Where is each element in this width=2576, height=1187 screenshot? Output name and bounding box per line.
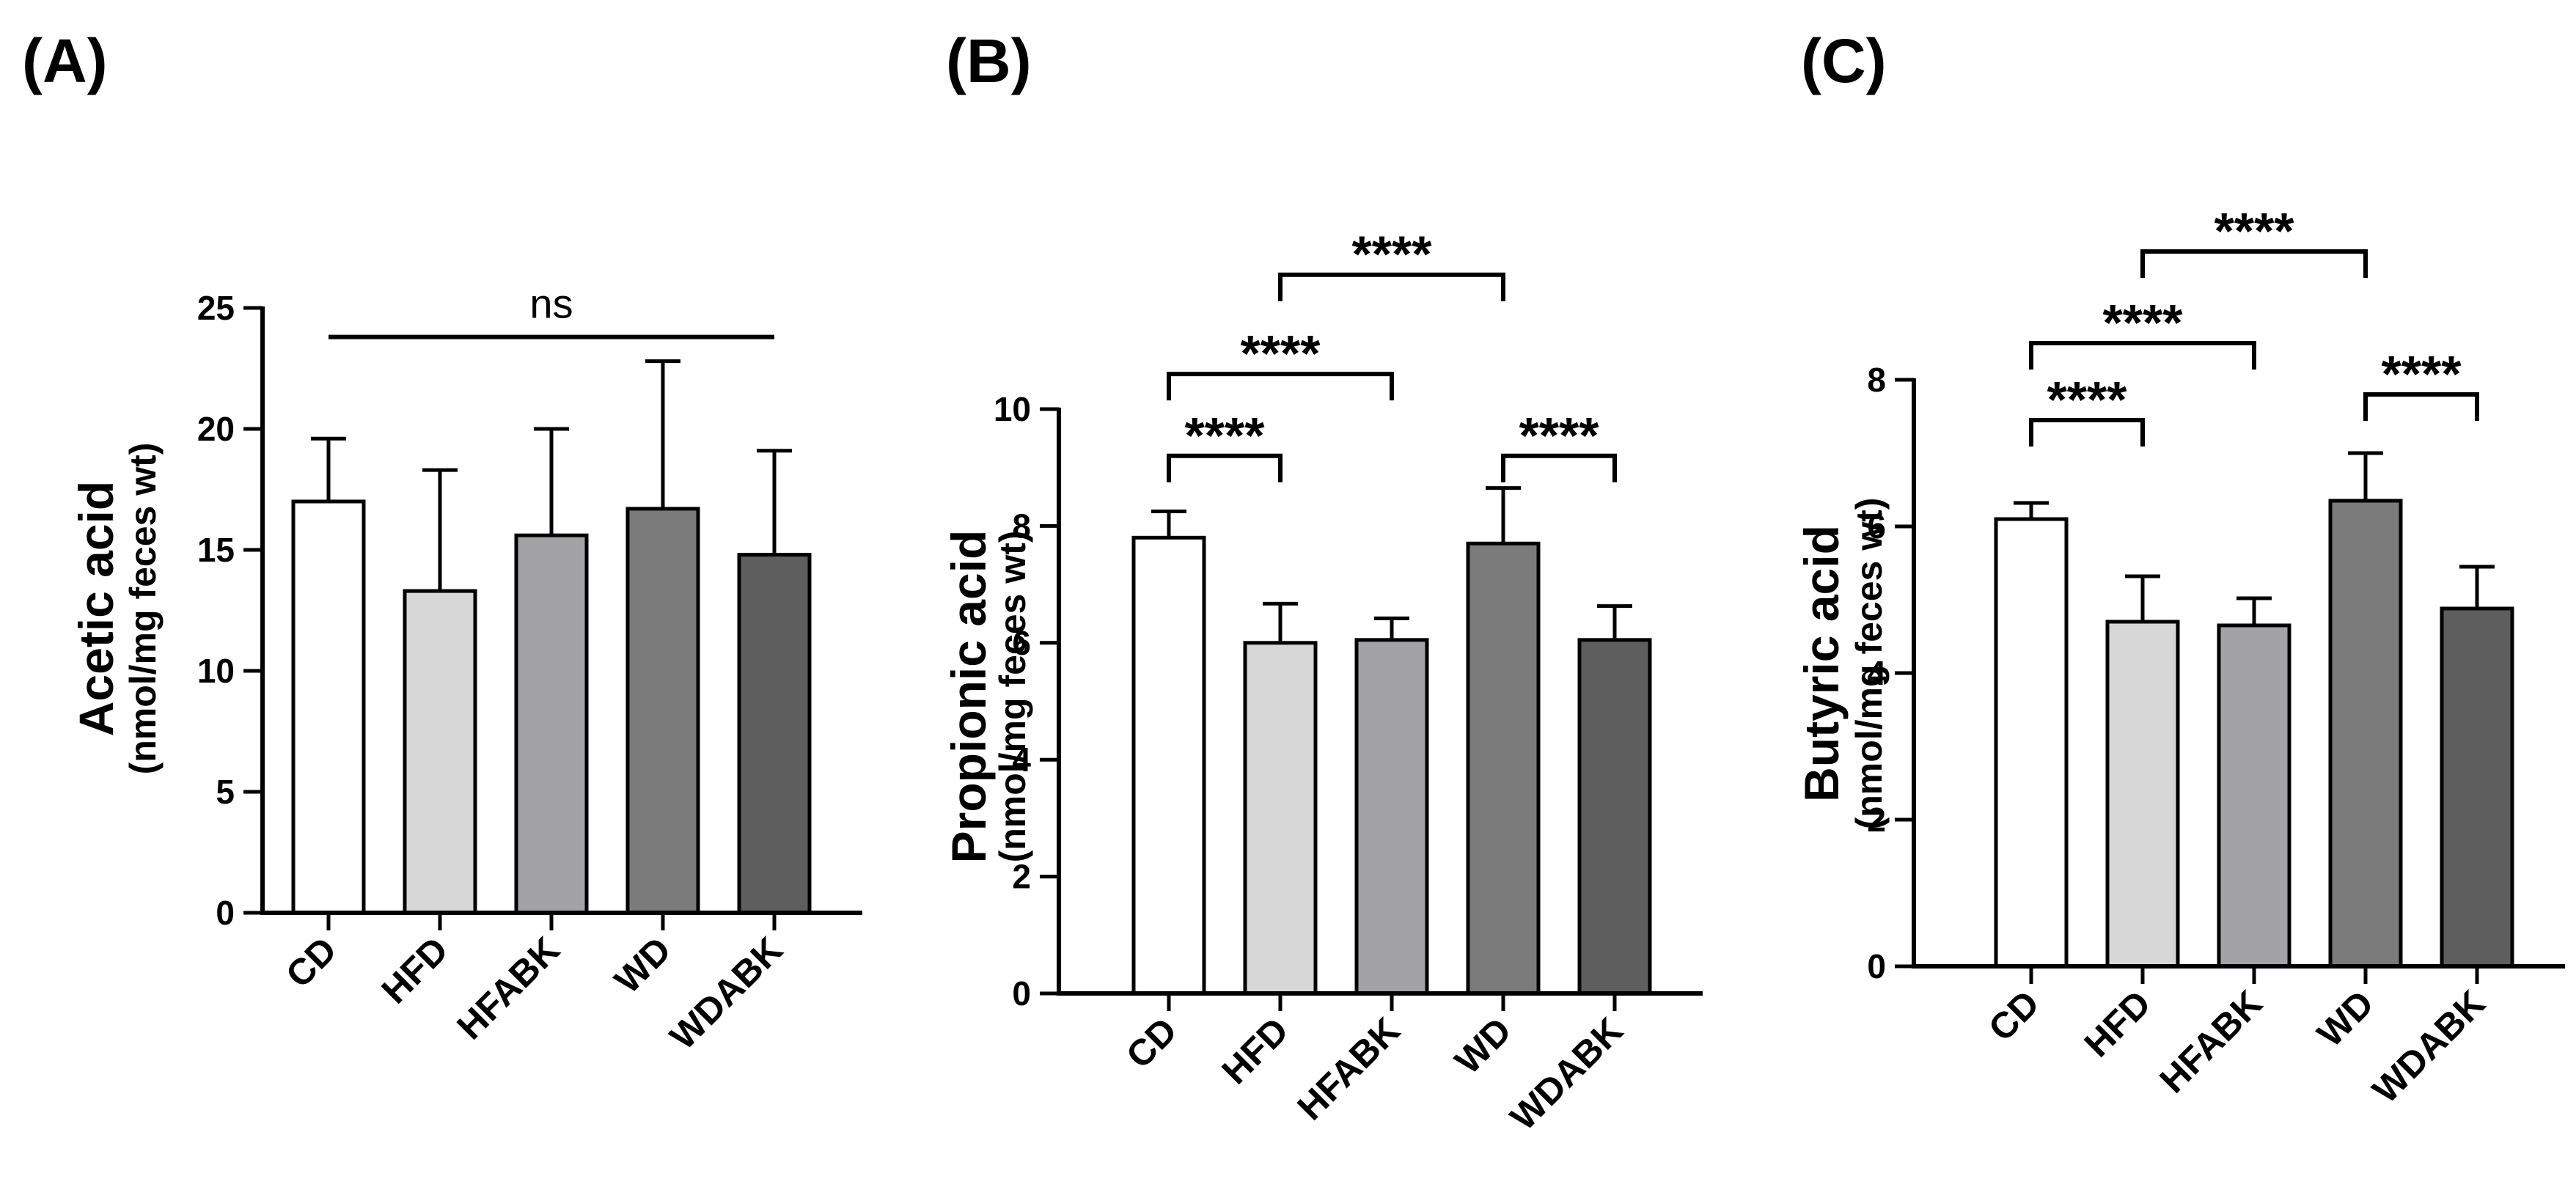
x-tick-label: CD [278,929,345,996]
bar [403,589,477,915]
bar [2328,499,2403,969]
bar [291,499,366,915]
bar [737,553,812,915]
bar [625,507,700,915]
x-tick-label: HFABK [2151,982,2269,1100]
bar [2105,620,2180,969]
x-tick-label: WDABK [662,929,790,1057]
y-tick-label: 0 [1012,974,1031,1013]
y-tick-label: 6 [1867,507,1886,545]
panel-c: (C) Butyric acid (nmol/mg feces wt) 0 2 4 6 8 CD… [1794,26,2565,1111]
significance-label: **** [1352,226,1433,283]
panel-a: (A) Acetic acid (nmol/mg feces wt) 0 5 10 15 20… [22,26,862,1057]
y-axis-title: Propionic acid [942,530,996,864]
bar [514,533,589,915]
x-tick-label: WD [2309,982,2382,1055]
significance-bracket [2140,249,2368,278]
bar [2440,606,2514,969]
significance-bracket [1278,272,1505,301]
y-tick-label: 4 [1867,654,1886,692]
significance-bracket [1167,453,1283,482]
x-tick-label: WD [606,929,679,1002]
x-tick-label: CD [1118,1010,1185,1076]
y-axis-subtitle: (nmol/mg feces wt) [1849,498,1890,830]
bar [1131,535,1206,996]
x-tick-label: WD [1447,1010,1519,1082]
panel-label: (C) [1801,26,1887,95]
y-axis-title: Butyric acid [1794,525,1849,802]
y-tick-label: 2 [1012,858,1031,896]
bar [1466,541,1541,996]
significance-label: **** [1185,407,1266,464]
x-tick-label: HFABK [449,929,567,1047]
x-tick-label: HFD [374,929,456,1011]
y-tick-label: 15 [197,531,235,569]
bar [2217,623,2291,969]
y-tick-label: 6 [1012,624,1031,662]
x-tick-label: HFD [1214,1010,1296,1092]
y-tick-label: 0 [216,894,235,932]
y-tick-label: 0 [1867,947,1886,985]
y-axis-subtitle: (nmol/mg feces wt) [992,531,1033,863]
significance-bracket [1501,453,1617,482]
x-tick-label: HFABK [1289,1010,1407,1128]
x-tick-label: CD [1981,982,2047,1049]
bar [1577,638,1652,996]
y-tick-label: 4 [1012,741,1031,779]
x-tick-label: HFD [2077,982,2159,1065]
significance-label: **** [1241,325,1321,382]
panel-label: (B) [946,26,1032,95]
y-tick-label: 8 [1012,507,1031,545]
y-tick-label: 10 [994,390,1031,428]
significance-label: **** [2103,294,2184,351]
bar [1354,638,1429,996]
y-axis-title: Acetic acid [69,481,123,737]
x-tick-label: WDABK [2365,982,2493,1111]
significance-bracket [2029,418,2145,446]
y-tick-label: 10 [197,652,235,690]
y-axis-subtitle: (nmol/mg feces wt) [122,443,164,775]
significance-bracket [2029,341,2256,370]
significance-label: **** [1519,407,1600,464]
significance-label: **** [2214,202,2295,260]
panel-label: (A) [22,26,108,95]
bar [1243,641,1318,996]
significance-label: **** [2047,371,2128,428]
significance-bracket [1167,372,1394,401]
y-tick-label: 20 [197,410,235,448]
bar [1994,517,2069,969]
y-tick-label: 2 [1867,801,1886,839]
significance-label: ns [529,281,573,327]
significance-bracket [2363,392,2479,421]
y-tick-label: 5 [216,773,235,811]
y-tick-label: 25 [197,289,235,327]
y-tick-label: 8 [1867,361,1886,399]
panel-b: (B) Propionic acid(nmol/mg feces wt) 0 2 4 6 8… [942,26,1703,1138]
significance-label: **** [2382,345,2462,403]
x-tick-label: WDABK [1502,1010,1631,1138]
